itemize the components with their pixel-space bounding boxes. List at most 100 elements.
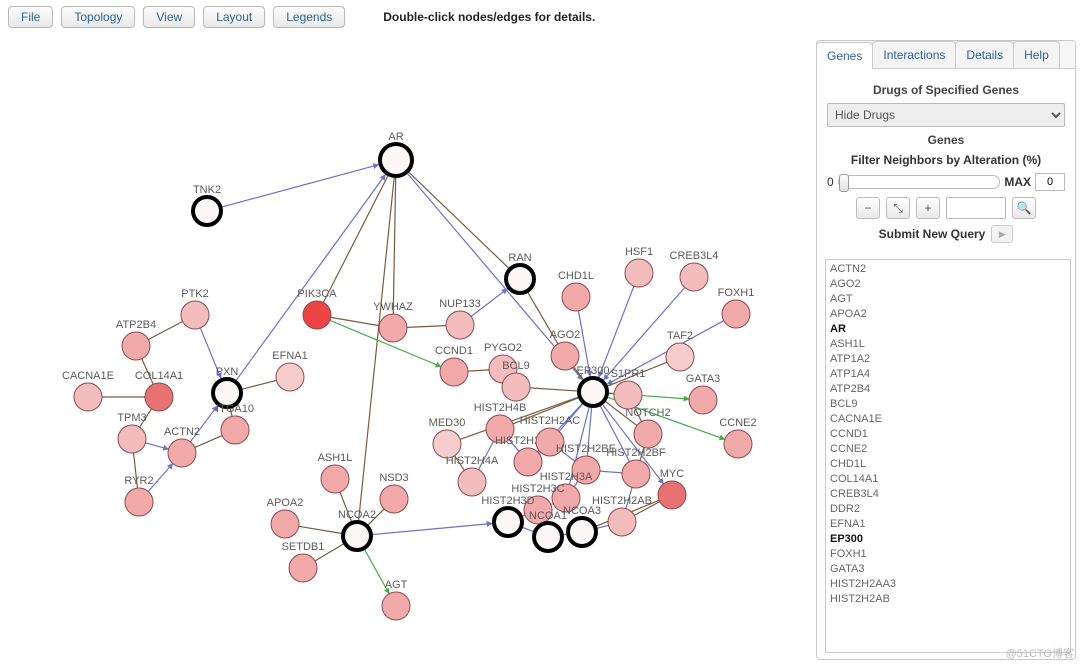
node-ITGA10[interactable]	[221, 416, 249, 444]
gene-item[interactable]: CACNA1E	[830, 412, 1066, 427]
gene-item[interactable]: HIST2H2AA3	[830, 577, 1066, 592]
edge[interactable]	[407, 326, 446, 328]
node-TPM3[interactable]	[118, 425, 146, 453]
node-APOA2[interactable]	[271, 510, 299, 538]
node-SETDB1[interactable]	[289, 554, 317, 582]
gene-item[interactable]: ATP2B4	[830, 382, 1066, 397]
toolbar-view-button[interactable]: View	[143, 6, 195, 28]
node-GATA3[interactable]	[689, 386, 717, 414]
edge[interactable]	[243, 380, 277, 389]
edge[interactable]	[530, 388, 577, 391]
node-MED30[interactable]	[433, 430, 461, 458]
gene-item[interactable]: FOXH1	[830, 547, 1066, 562]
slider-handle[interactable]	[839, 174, 849, 192]
edge[interactable]	[299, 526, 341, 533]
edge[interactable]	[145, 443, 168, 449]
edge[interactable]	[323, 176, 387, 302]
alteration-slider[interactable]	[838, 175, 1001, 189]
tab-details[interactable]: Details	[955, 41, 1014, 68]
search-button[interactable]: 🔍	[1012, 197, 1036, 219]
node-NOTCH2[interactable]	[634, 420, 662, 448]
gene-item[interactable]: APOA2	[830, 307, 1066, 322]
gene-item[interactable]: BCL9	[830, 397, 1066, 412]
node-AR[interactable]	[380, 144, 412, 176]
gene-list-container[interactable]: ACTN2AGO2AGTAPOA2ARASH1LATP1A2ATP1A4ATP2…	[825, 259, 1071, 653]
node-CCNE2[interactable]	[724, 430, 752, 458]
node-RYR2[interactable]	[125, 488, 153, 516]
gene-item[interactable]: CCND1	[830, 427, 1066, 442]
tab-help[interactable]: Help	[1013, 41, 1060, 68]
gene-item[interactable]: AR	[830, 322, 1066, 337]
node-NSD3[interactable]	[380, 485, 408, 513]
network-graph[interactable]: TNK2ARRANPIK3CAPTK2ATP2B4CACNA1ECOL14A1P…	[0, 32, 812, 667]
node-TAF2[interactable]	[666, 343, 694, 371]
node-ATP2B4[interactable]	[122, 332, 150, 360]
node-ASH1L[interactable]	[321, 465, 349, 493]
edge[interactable]	[373, 523, 492, 534]
node-HIST2H3D[interactable]	[494, 508, 522, 536]
node-EFNA1[interactable]	[276, 363, 304, 391]
gene-item[interactable]: EFNA1	[830, 517, 1066, 532]
node-CACNA1E[interactable]	[74, 383, 102, 411]
node-HSF1[interactable]	[625, 259, 653, 287]
edge[interactable]	[359, 178, 394, 520]
gene-item[interactable]: DDR2	[830, 502, 1066, 517]
node-S1PR1[interactable]	[614, 381, 642, 409]
edge[interactable]	[600, 471, 622, 473]
node-CHD1L[interactable]	[562, 283, 590, 311]
remove-button[interactable]: −	[856, 197, 880, 219]
toolbar-layout-button[interactable]: Layout	[203, 6, 265, 28]
node-HIST2H2AB[interactable]	[608, 508, 636, 536]
edge[interactable]	[468, 370, 489, 371]
edge[interactable]	[393, 178, 395, 314]
node-NCOA3[interactable]	[568, 518, 596, 546]
edge[interactable]	[599, 286, 634, 377]
gene-item[interactable]: CCNE2	[830, 442, 1066, 457]
node-AGT[interactable]	[382, 592, 410, 620]
tab-genes[interactable]: Genes	[816, 42, 873, 69]
gene-item[interactable]: CHD1L	[830, 457, 1066, 472]
node-EP300[interactable]	[579, 378, 607, 406]
node-NUP133[interactable]	[446, 311, 474, 339]
gene-item[interactable]: GATA3	[830, 562, 1066, 577]
edge[interactable]	[523, 528, 533, 532]
query-input[interactable]	[946, 197, 1006, 219]
crop-button[interactable]: ⤡	[886, 197, 910, 219]
node-RAN[interactable]	[506, 265, 534, 293]
node-YWHAZ[interactable]	[379, 314, 407, 342]
node-PIK3CA[interactable]	[303, 301, 331, 329]
toolbar-file-button[interactable]: File	[8, 6, 53, 28]
gene-item[interactable]: HIST2H2AB	[830, 592, 1066, 607]
submit-button[interactable]: ▶	[991, 225, 1013, 243]
node-NCOA2[interactable]	[343, 522, 371, 550]
node-HIST2H4A[interactable]	[458, 468, 486, 496]
gene-item[interactable]: AGO2	[830, 277, 1066, 292]
node-BCL9[interactable]	[502, 373, 530, 401]
tab-interactions[interactable]: Interactions	[872, 41, 956, 68]
filter-max-input[interactable]	[1035, 173, 1065, 191]
gene-item[interactable]: ATP1A4	[830, 367, 1066, 382]
add-button[interactable]: +	[916, 197, 940, 219]
gene-item[interactable]: ATP1A2	[830, 352, 1066, 367]
drug-select[interactable]: Hide Drugs	[827, 103, 1065, 127]
gene-item[interactable]: ACTN2	[830, 262, 1066, 277]
gene-item[interactable]: AGT	[830, 292, 1066, 307]
node-HIST2H2BF[interactable]	[622, 460, 650, 488]
node-COL14A1[interactable]	[145, 383, 173, 411]
node-CCND1[interactable]	[440, 358, 468, 386]
node-TNK2[interactable]	[193, 197, 221, 225]
node-ACTN2[interactable]	[168, 439, 196, 467]
edge[interactable]	[409, 172, 508, 267]
gene-item[interactable]: ASH1L	[830, 337, 1066, 352]
toolbar-topology-button[interactable]: Topology	[61, 6, 135, 28]
node-NCOA1[interactable]	[534, 523, 562, 551]
node-AGO2[interactable]	[551, 342, 579, 370]
edge[interactable]	[598, 525, 609, 528]
node-PTK2[interactable]	[181, 301, 209, 329]
edge[interactable]	[222, 165, 378, 207]
node-CREB3L4[interactable]	[680, 263, 708, 291]
gene-item[interactable]: EP300	[830, 532, 1066, 547]
node-HIST2H2AA3[interactable]	[514, 448, 542, 476]
toolbar-legends-button[interactable]: Legends	[273, 6, 345, 28]
edge[interactable]	[236, 175, 385, 380]
